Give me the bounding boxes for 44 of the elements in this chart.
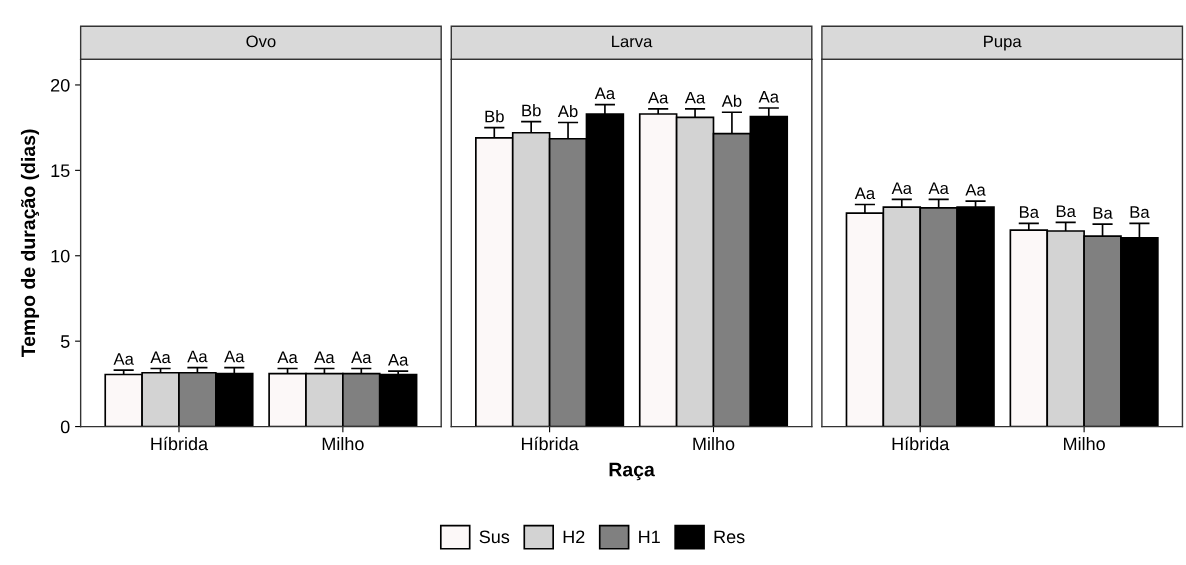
data-label: Bb [522, 104, 541, 117]
x-tick-label: Milho [693, 436, 735, 451]
data-label: Ba [1056, 205, 1076, 218]
data-label: Ab [557, 104, 578, 118]
x-axis-title: Raça [609, 462, 655, 481]
data-label: Aa [758, 91, 779, 103]
y-tick-label: 5 [60, 335, 70, 348]
data-label: Aa [224, 350, 245, 363]
y-tick-label: 10 [51, 249, 70, 263]
data-label: Ba [1093, 207, 1113, 219]
y-tick-label: 15 [51, 164, 70, 178]
data-label: Ab [721, 94, 742, 107]
data-label: Aa [351, 351, 372, 364]
x-tick-label: Milho [1064, 436, 1105, 451]
chart-title: Ovo [246, 35, 276, 48]
y-tick-label: 20 [51, 78, 70, 92]
data-label: Ba [1019, 206, 1039, 218]
data-label: Aa [150, 351, 171, 364]
legend-label: Res [714, 530, 745, 544]
chart-title: Larva [612, 35, 653, 48]
y-tick-label: 0 [60, 420, 70, 434]
x-tick-label: Híbrida [521, 436, 579, 451]
data-label: Aa [648, 91, 669, 104]
x-tick-label: Híbrida [892, 436, 950, 451]
data-label: Aa [594, 87, 616, 100]
y-axis-title: Tempo de duração (dias) [20, 129, 40, 358]
data-label: Aa [891, 182, 912, 195]
legend-label: Sus [479, 530, 510, 544]
data-label: Aa [113, 353, 134, 365]
data-label: Aa [187, 350, 208, 363]
data-label: Aa [965, 184, 986, 196]
data-label: Aa [854, 187, 876, 200]
data-label: Aa [314, 351, 335, 364]
data-label: Aa [928, 182, 949, 195]
legend-label: H1 [639, 530, 660, 544]
chart-title: Pupa [984, 35, 1022, 51]
data-label: Bb [485, 110, 504, 123]
data-label: Aa [388, 354, 409, 366]
data-label: Aa [277, 351, 298, 364]
data-label: Ba [1130, 206, 1150, 218]
data-label: Aa [684, 91, 706, 104]
x-tick-label: Milho [322, 436, 364, 451]
legend-label: H2 [563, 530, 585, 544]
x-tick-label: Híbrida [151, 436, 209, 451]
